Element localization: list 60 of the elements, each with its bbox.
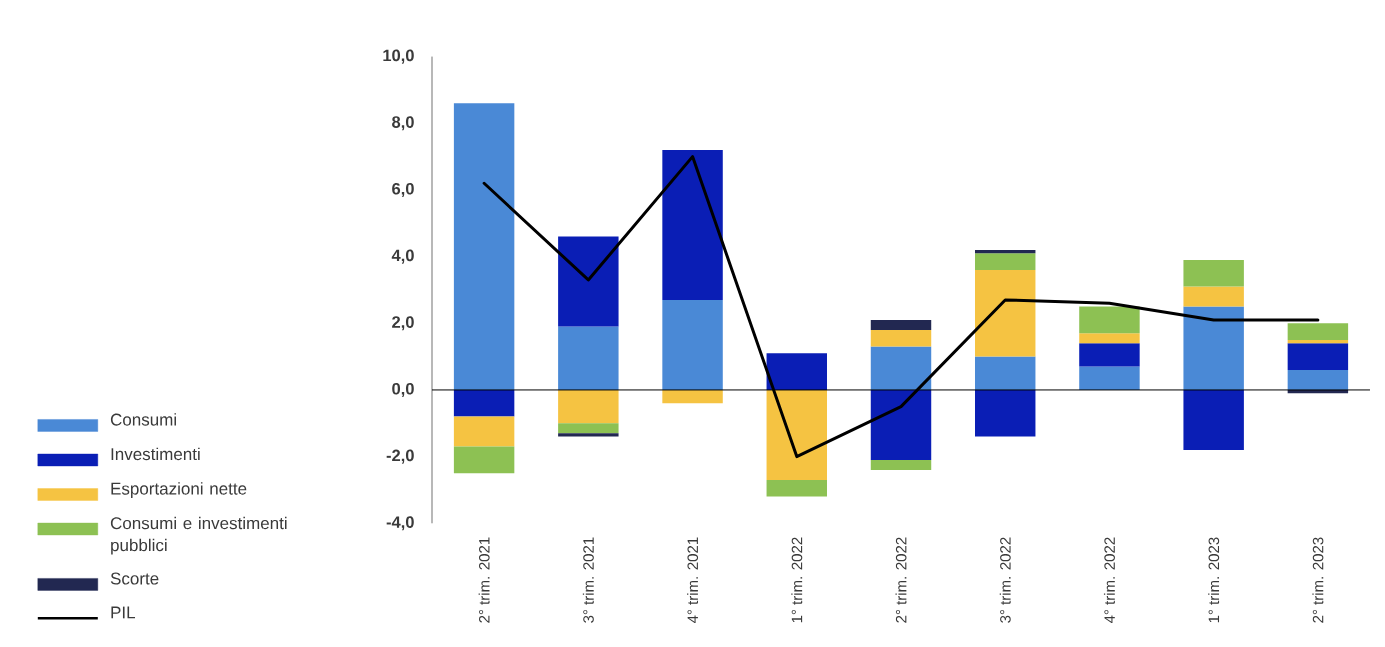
x-tick-label: 1° trim. 2023 <box>1208 537 1220 623</box>
bar <box>1183 389 1244 450</box>
y-tick-label: 4,0 <box>391 249 414 264</box>
y-tick-label: 8,0 <box>392 116 414 131</box>
bar <box>975 356 1036 390</box>
bar <box>1079 343 1140 367</box>
y-tick-label: 10,0 <box>383 49 414 64</box>
bar <box>870 389 932 460</box>
bar <box>453 389 515 417</box>
x-tick-label: 3° trim. 2022 <box>999 537 1011 623</box>
y-tick-label: 0,0 <box>392 382 414 397</box>
bar <box>1183 306 1244 390</box>
y-tick-label: -4,0 <box>386 516 414 531</box>
x-tick-label: 2° trim. 2021 <box>478 537 490 623</box>
bar <box>975 249 1036 254</box>
x-tick-label: 4° trim. 2022 <box>1103 537 1115 624</box>
bar <box>975 269 1036 357</box>
bar <box>766 353 827 390</box>
bar <box>870 329 932 347</box>
bar <box>870 346 932 390</box>
bar <box>1287 343 1349 370</box>
x-tick-label: 4° trim. 2021 <box>687 537 699 624</box>
y-tick-label: 6,0 <box>392 182 414 197</box>
bar <box>558 236 619 327</box>
bar <box>1079 366 1140 390</box>
bar <box>453 103 515 390</box>
bar <box>1079 333 1140 344</box>
bar <box>662 299 723 390</box>
legend-label: Scorte <box>110 572 159 585</box>
x-tick-label: 2° trim. 2023 <box>1312 537 1324 623</box>
legend-label: Esportazioni nette <box>111 482 247 499</box>
bar <box>662 149 723 300</box>
x-tick-label: 3° trim. 2021 <box>582 537 594 623</box>
bar <box>453 416 515 447</box>
bar <box>1183 286 1244 307</box>
bar <box>558 423 619 434</box>
legend-label: PIL <box>111 606 136 619</box>
bar <box>870 459 932 470</box>
y-tick-label: 2,0 <box>392 316 414 331</box>
bar <box>1287 339 1349 344</box>
x-tick-label: 1° trim. 2022 <box>791 537 803 623</box>
legend-label: Consumi <box>110 413 176 426</box>
legend-label: Investimenti <box>111 447 200 461</box>
bar <box>766 389 827 480</box>
bar <box>453 446 515 474</box>
bar <box>558 389 619 424</box>
bar <box>558 326 619 390</box>
bar <box>975 253 1036 270</box>
bar <box>1079 306 1140 334</box>
bar <box>766 479 827 497</box>
bar <box>558 433 619 437</box>
bar <box>1287 323 1349 340</box>
bar <box>870 319 932 330</box>
x-tick-label: 2° trim. 2022 <box>895 537 907 623</box>
y-tick-label: -2,0 <box>386 449 414 464</box>
bar <box>1287 369 1349 390</box>
legend-label: Consumi e investimenti pubblici <box>110 516 287 555</box>
bar <box>662 389 723 404</box>
bar <box>975 389 1036 437</box>
bar <box>1183 259 1244 287</box>
